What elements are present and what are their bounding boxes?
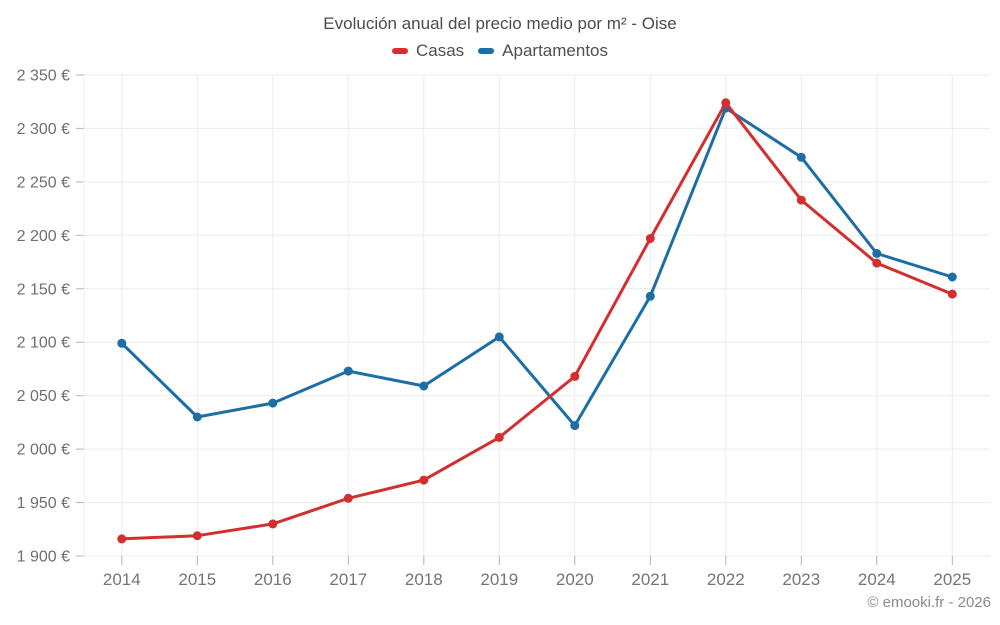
data-point-casas-2016[interactable] xyxy=(268,519,278,529)
data-point-apartamentos-2015[interactable] xyxy=(192,412,202,422)
y-axis-label: 2 000 € xyxy=(17,442,70,459)
y-axis-label: 1 900 € xyxy=(17,549,70,566)
data-point-casas-2015[interactable] xyxy=(192,531,202,541)
legend-item-apartamentos[interactable]: Apartamentos xyxy=(478,41,608,61)
legend-label-casas: Casas xyxy=(415,41,465,60)
data-point-casas-2023[interactable] xyxy=(796,195,806,205)
y-axis-label: 2 100 € xyxy=(17,335,70,352)
data-point-casas-2020[interactable] xyxy=(570,371,580,381)
data-point-apartamentos-2014[interactable] xyxy=(117,338,127,348)
x-axis-label: 2016 xyxy=(254,570,292,589)
casas-series-swatch xyxy=(391,48,408,54)
data-point-casas-2019[interactable] xyxy=(494,432,504,442)
x-axis-label: 2017 xyxy=(329,570,367,589)
chart-title: Evolución anual del precio medio por m² … xyxy=(323,14,677,33)
data-point-casas-2017[interactable] xyxy=(343,493,353,503)
x-axis-label: 2019 xyxy=(480,570,518,589)
data-point-apartamentos-2017[interactable] xyxy=(343,366,353,376)
x-axis-label: 2021 xyxy=(631,570,669,589)
data-point-casas-2021[interactable] xyxy=(645,234,655,243)
y-axis-label: 2 200 € xyxy=(17,228,70,245)
x-axis-label: 2014 xyxy=(103,570,141,589)
x-axis-label: 2022 xyxy=(707,570,745,589)
data-point-apartamentos-2024[interactable] xyxy=(872,249,882,258)
series-line-casas xyxy=(120,101,954,541)
data-point-apartamentos-2023[interactable] xyxy=(796,152,806,162)
series-line-apartamentos xyxy=(120,106,954,428)
data-point-apartamentos-2018[interactable] xyxy=(419,381,429,391)
data-point-apartamentos-2019[interactable] xyxy=(494,332,504,342)
data-point-casas-2018[interactable] xyxy=(419,475,429,485)
y-axis-label: 2 350 € xyxy=(17,68,70,85)
legend-label-apartamentos: Apartamentos xyxy=(502,41,609,60)
data-point-casas-2025[interactable] xyxy=(947,289,957,299)
x-axis-label: 2023 xyxy=(782,570,820,589)
data-point-casas-2022[interactable] xyxy=(721,98,731,108)
y-axis-label: 2 050 € xyxy=(17,388,70,405)
data-point-apartamentos-2020[interactable] xyxy=(570,421,580,431)
x-axis-label: 2020 xyxy=(556,570,594,589)
data-point-apartamentos-2025[interactable] xyxy=(947,272,957,282)
legend-item-casas[interactable]: Casas xyxy=(391,41,465,61)
x-axis-label: 2015 xyxy=(178,570,216,589)
y-axis-label: 2 150 € xyxy=(17,281,70,298)
apartamentos-series-swatch xyxy=(478,48,495,54)
x-axis-label: 2025 xyxy=(933,570,971,589)
x-axis-label: 2018 xyxy=(405,570,443,589)
data-point-apartamentos-2021[interactable] xyxy=(645,291,655,301)
x-axis-label: 2024 xyxy=(858,570,896,589)
data-point-apartamentos-2016[interactable] xyxy=(268,398,278,408)
y-axis-label: 2 250 € xyxy=(17,174,70,191)
y-axis-label: 2 300 € xyxy=(17,121,70,138)
chart-legend: Casas Apartamentos xyxy=(0,41,1000,61)
data-point-casas-2024[interactable] xyxy=(872,258,882,268)
data-point-casas-2014[interactable] xyxy=(117,534,127,544)
footer-credit: © emooki.fr - 2026 xyxy=(867,594,991,611)
y-axis-label: 1 950 € xyxy=(17,495,70,512)
